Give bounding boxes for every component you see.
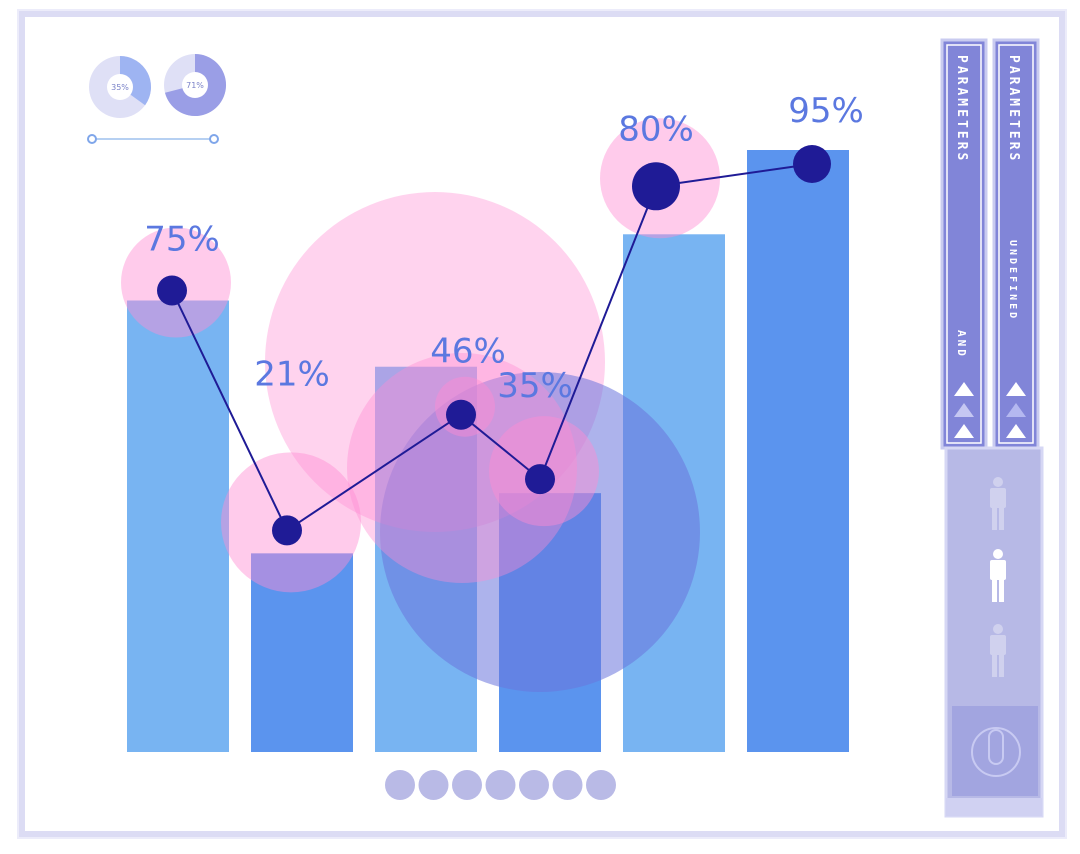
series-line [171, 163, 813, 532]
outer-frame-shadow [17, 9, 1067, 839]
labels-layer: 75% 21% 46%35% 80% 95% [144, 91, 864, 406]
mini-donut-group: 35% 71% [87, 53, 227, 144]
side-column-a-arrows[interactable] [954, 382, 974, 438]
triangle-up-icon [1006, 424, 1026, 438]
side-column-b-title: PARAMETERS [1006, 55, 1021, 163]
bubble-large-blue [380, 372, 700, 692]
data-point-6[interactable] [793, 145, 831, 183]
pager-dot-2[interactable] [418, 770, 449, 800]
data-label-2: 21% [254, 354, 330, 394]
data-label-4: 35% [497, 366, 573, 406]
side-column-a-subtitle: AND [955, 330, 968, 359]
pager-dot-6[interactable] [552, 770, 583, 800]
side-column-b-arrows[interactable] [1006, 382, 1026, 438]
side-column-b: PARAMETERS UNDEFINED [992, 38, 1040, 450]
figures-group [990, 477, 1006, 677]
mini-slider-handle-right[interactable] [209, 134, 219, 144]
bubble-medium-pink [347, 353, 577, 583]
data-point-3[interactable] [446, 399, 476, 430]
power-icon[interactable] [971, 727, 1021, 777]
side-column-a-bg [940, 38, 988, 450]
bar-6 [747, 150, 849, 752]
data-point-2[interactable] [272, 515, 302, 546]
data-point-4[interactable] [525, 464, 555, 495]
mini-donut-2: 71% [164, 53, 227, 116]
pager-dot-1[interactable] [385, 770, 415, 800]
triangle-up-icon [954, 424, 974, 438]
triangle-up-icon [1006, 382, 1026, 396]
bubbles-layer [121, 118, 720, 692]
mini-donut-1: 35% [89, 56, 152, 118]
data-point-1[interactable] [157, 275, 187, 306]
bar-1 [127, 300, 229, 752]
side-column-a-title: PARAMETERS [954, 55, 969, 163]
triangle-up-icon [954, 403, 974, 417]
mini-donut-2-label: 71% [186, 81, 204, 90]
pager-dot-7[interactable] [586, 770, 616, 800]
pager-dot-4[interactable] [485, 770, 516, 800]
pager-dot-5[interactable] [519, 770, 549, 800]
data-label-5: 80% [618, 109, 694, 149]
data-label-6: 95% [788, 91, 864, 131]
mini-donut-1-arc [120, 56, 152, 106]
mini-donut-1-label: 35% [111, 83, 129, 92]
person-icon [990, 549, 1006, 602]
pager [385, 770, 616, 800]
person-icon [990, 624, 1006, 677]
side-column-a: PARAMETERS AND [940, 38, 988, 450]
side-column-b-subtitle: UNDEFINED [1007, 240, 1018, 321]
pager-dot-3[interactable] [452, 770, 482, 800]
data-label-1: 75% [144, 220, 220, 260]
data-point-5[interactable] [632, 162, 680, 211]
data-label-3: 46% [430, 332, 506, 372]
triangle-up-icon [954, 382, 974, 396]
bar-2 [251, 553, 353, 752]
mini-slider-handle-left[interactable] [87, 134, 97, 144]
triangle-up-icon [1006, 403, 1026, 417]
line-layer [157, 145, 831, 546]
person-icon [990, 477, 1006, 530]
side-panel: PARAMETERS AND PARAMETERS UNDEFINED [940, 38, 1044, 818]
